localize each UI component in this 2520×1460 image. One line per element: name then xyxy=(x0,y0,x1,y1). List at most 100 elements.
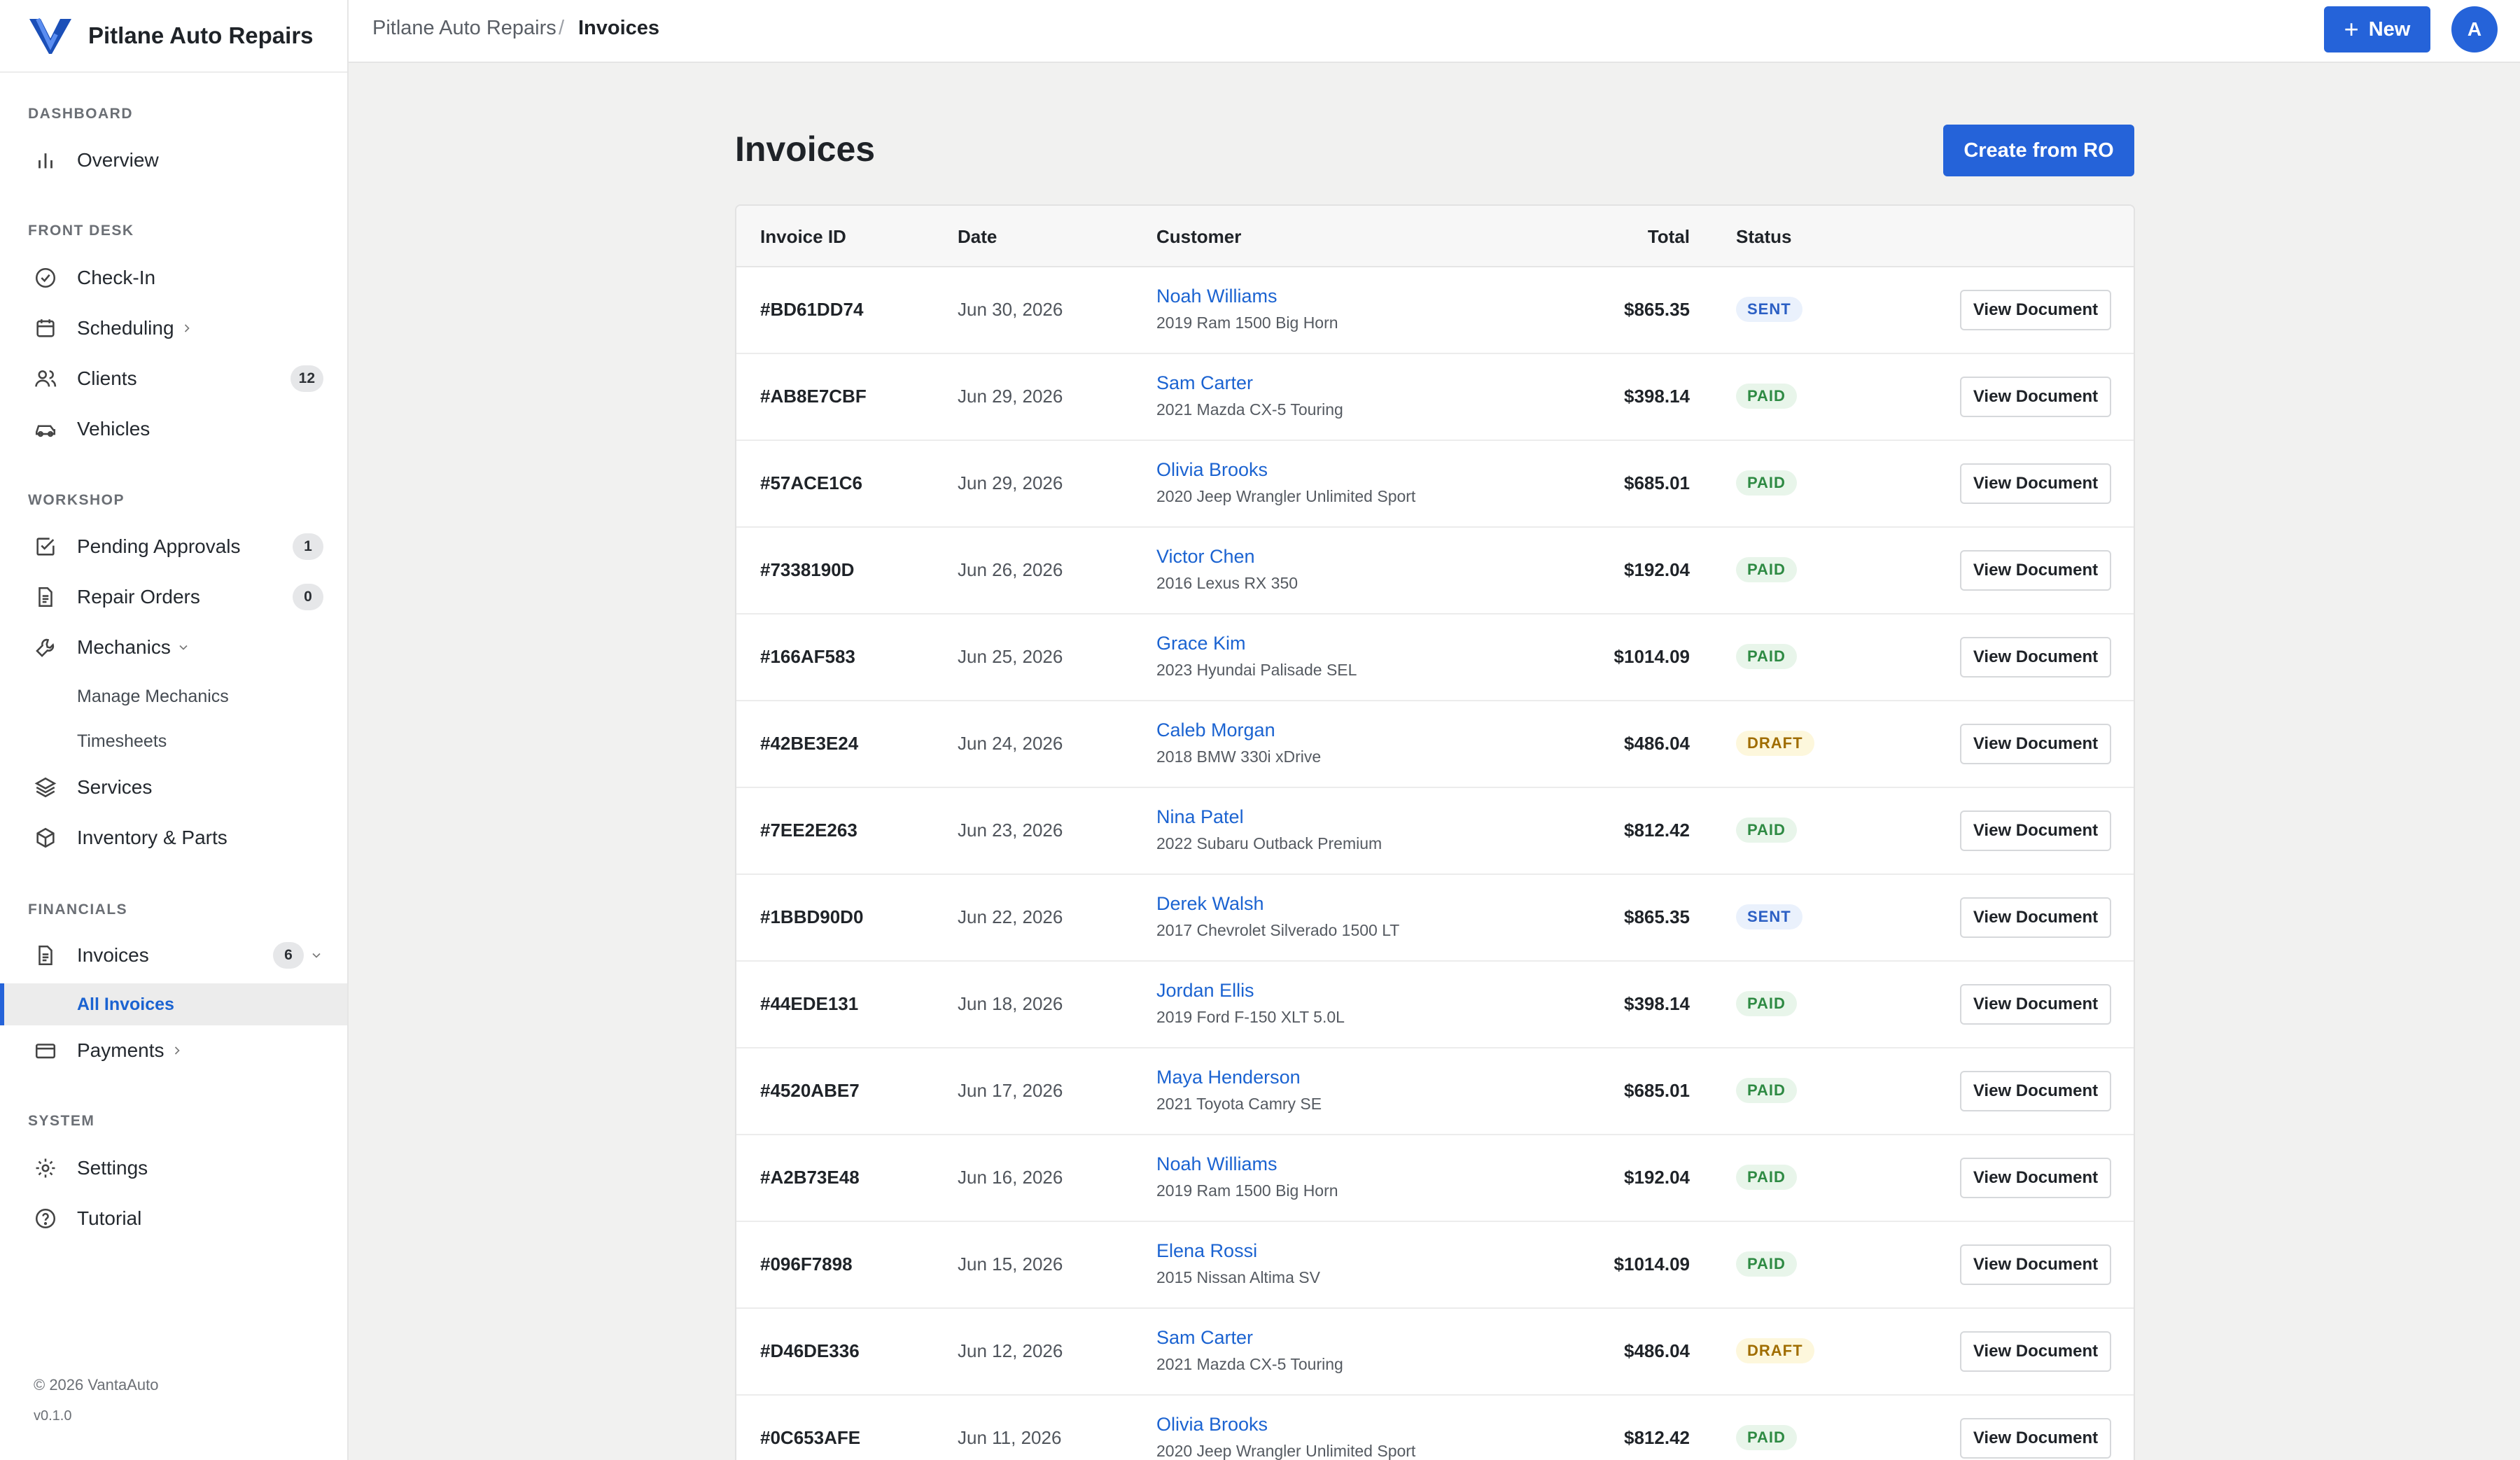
table-row[interactable]: #0C653AFE Jun 11, 2026 Olivia Brooks 2020 J… xyxy=(736,1396,2134,1460)
sidebar-item-check-in[interactable]: Check-In xyxy=(0,255,347,300)
invoice-total: $486.04 xyxy=(1624,1340,1690,1361)
invoice-total: $685.01 xyxy=(1624,472,1690,493)
view-document-button[interactable]: View Document xyxy=(1960,1418,2111,1459)
sidebar-subitem-timesheets[interactable]: Timesheets xyxy=(77,731,167,751)
view-document-button[interactable]: View Document xyxy=(1960,1158,2111,1198)
invoice-id: #BD61DD74 xyxy=(760,299,864,320)
column-header-invoice-id[interactable]: Invoice ID xyxy=(760,226,846,247)
customer-name-link[interactable]: Olivia Brooks xyxy=(1156,459,1268,480)
column-header-customer[interactable]: Customer xyxy=(1156,226,1242,247)
section-front-desk: FRONT DESK xyxy=(28,223,134,239)
view-document-button[interactable]: View Document xyxy=(1960,1244,2111,1285)
brand-name: Pitlane Auto Repairs xyxy=(88,22,314,48)
sidebar-item-payments[interactable]: Payments xyxy=(0,1028,347,1073)
invoice-date: Jun 23, 2026 xyxy=(958,820,1063,841)
checkbox-icon xyxy=(34,535,57,559)
chevron-right-icon xyxy=(174,1046,180,1055)
invoice-id: #D46DE336 xyxy=(760,1340,860,1361)
sidebar-subitem-all-invoices[interactable]: All Invoices xyxy=(0,983,347,1025)
new-button[interactable]: + New xyxy=(2324,6,2430,52)
sidebar-item-invoices[interactable]: Invoices 6 xyxy=(0,933,347,978)
customer-name-link[interactable]: Noah Williams xyxy=(1156,286,1278,307)
customer-name-link[interactable]: Grace Kim xyxy=(1156,633,1246,654)
customer-vehicle: 2019 Ford F-150 XLT 5.0L xyxy=(1156,1008,1345,1026)
invoice-date: Jun 30, 2026 xyxy=(958,299,1063,320)
sidebar-item-scheduling[interactable]: Scheduling xyxy=(0,306,347,351)
invoice-id: #A2B73E48 xyxy=(760,1167,860,1188)
customer-name-link[interactable]: Sam Carter xyxy=(1156,1327,1254,1348)
sidebar-item-overview[interactable]: Overview xyxy=(0,138,347,183)
customer-name-link[interactable]: Olivia Brooks xyxy=(1156,1414,1268,1435)
view-document-button[interactable]: View Document xyxy=(1960,1331,2111,1372)
invoice-total: $812.42 xyxy=(1624,1427,1690,1448)
sidebar-item-tutorial[interactable]: Tutorial xyxy=(0,1196,347,1241)
column-header-status[interactable]: Status xyxy=(1736,226,1792,247)
column-header-date[interactable]: Date xyxy=(958,226,997,247)
invoice-id: #7EE2E263 xyxy=(760,820,858,841)
table-row[interactable]: #096F7898 Jun 15, 2026 Elena Rossi 2015 Nis… xyxy=(736,1222,2134,1309)
brand-logo-icon xyxy=(29,17,71,54)
view-document-button[interactable]: View Document xyxy=(1960,1071,2111,1111)
view-document-button[interactable]: View Document xyxy=(1960,550,2111,591)
customer-name-link[interactable]: Derek Walsh xyxy=(1156,893,1264,914)
table-row[interactable]: #4520ABE7 Jun 17, 2026 Maya Henderson 2021 … xyxy=(736,1048,2134,1135)
sidebar-item-vehicles[interactable]: Vehicles xyxy=(0,407,347,451)
sidebar-item-pending-approvals[interactable]: Pending Approvals 1 xyxy=(0,524,347,569)
view-document-button[interactable]: View Document xyxy=(1960,897,2111,938)
invoice-total: $1014.09 xyxy=(1614,1254,1690,1275)
customer-name-link[interactable]: Maya Henderson xyxy=(1156,1067,1301,1088)
sidebar-item-services[interactable]: Services xyxy=(0,765,347,810)
table-row[interactable]: #D46DE336 Jun 12, 2026 Sam Carter 2021 Mazd… xyxy=(736,1309,2134,1396)
invoice-date: Jun 25, 2026 xyxy=(958,646,1063,667)
table-row[interactable]: #42BE3E24 Jun 24, 2026 Caleb Morgan 2018 BM… xyxy=(736,701,2134,788)
table-row[interactable]: #44EDE131 Jun 18, 2026 Jordan Ellis 2019 Fo… xyxy=(736,962,2134,1048)
view-document-button[interactable]: View Document xyxy=(1960,637,2111,678)
customer-name-link[interactable]: Caleb Morgan xyxy=(1156,720,1275,740)
chevron-down-icon xyxy=(312,953,321,958)
customer-name-link[interactable]: Nina Patel xyxy=(1156,806,1244,827)
view-document-button[interactable]: View Document xyxy=(1960,724,2111,764)
customer-vehicle: 2023 Hyundai Palisade SEL xyxy=(1156,661,1357,679)
status-badge: PAID xyxy=(1736,470,1797,496)
create-from-ro-button[interactable]: Create from RO xyxy=(1943,125,2134,176)
sidebar-item-inventory[interactable]: Inventory & Parts xyxy=(0,815,347,860)
invoice-date: Jun 24, 2026 xyxy=(958,733,1063,754)
table-row[interactable]: #A2B73E48 Jun 16, 2026 Noah Williams 2019 R… xyxy=(736,1135,2134,1222)
customer-name-link[interactable]: Elena Rossi xyxy=(1156,1240,1258,1261)
sidebar-subitem-manage-mechanics[interactable]: Manage Mechanics xyxy=(77,686,229,706)
invoice-id: #7338190D xyxy=(760,559,855,580)
table-row[interactable]: #7338190D Jun 26, 2026 Victor Chen 2016 Lex… xyxy=(736,528,2134,615)
invoice-total: $398.14 xyxy=(1624,993,1690,1014)
view-document-button[interactable]: View Document xyxy=(1960,984,2111,1025)
sidebar-item-mechanics[interactable]: Mechanics xyxy=(0,625,347,670)
invoice-icon xyxy=(34,943,57,967)
table-row[interactable]: #57ACE1C6 Jun 29, 2026 Olivia Brooks 2020 J… xyxy=(736,441,2134,528)
table-row[interactable]: #BD61DD74 Jun 30, 2026 Noah Williams 2019 R… xyxy=(736,267,2134,354)
table-row[interactable]: #1BBD90D0 Jun 22, 2026 Derek Walsh 2017 Che… xyxy=(736,875,2134,962)
view-document-button[interactable]: View Document xyxy=(1960,377,2111,417)
avatar[interactable]: A xyxy=(2451,6,2498,52)
brand[interactable]: Pitlane Auto Repairs xyxy=(0,0,347,73)
customer-name-link[interactable]: Victor Chen xyxy=(1156,546,1255,567)
breadcrumb-root[interactable]: Pitlane Auto Repairs xyxy=(372,17,556,39)
invoice-total: $192.04 xyxy=(1624,559,1690,580)
table-row[interactable]: #7EE2E263 Jun 23, 2026 Nina Patel 2022 Suba… xyxy=(736,788,2134,875)
sidebar-item-repair-orders[interactable]: Repair Orders 0 xyxy=(0,575,347,619)
view-document-button[interactable]: View Document xyxy=(1960,810,2111,851)
invoice-date: Jun 29, 2026 xyxy=(958,386,1063,407)
customer-name-link[interactable]: Sam Carter xyxy=(1156,372,1254,393)
view-document-button[interactable]: View Document xyxy=(1960,463,2111,504)
column-header-total[interactable]: Total xyxy=(1647,226,1690,247)
customer-name-link[interactable]: Noah Williams xyxy=(1156,1153,1278,1174)
table-row[interactable]: #AB8E7CBF Jun 29, 2026 Sam Carter 2021 Mazd… xyxy=(736,354,2134,441)
status-badge: DRAFT xyxy=(1736,731,1814,756)
table-row[interactable]: #166AF583 Jun 25, 2026 Grace Kim 2023 Hyund… xyxy=(736,615,2134,701)
customer-vehicle: 2020 Jeep Wrangler Unlimited Sport xyxy=(1156,487,1416,505)
sidebar-item-clients[interactable]: Clients 12 xyxy=(0,356,347,401)
view-document-button[interactable]: View Document xyxy=(1960,290,2111,330)
customer-vehicle: 2022 Subaru Outback Premium xyxy=(1156,834,1382,852)
invoice-id: #1BBD90D0 xyxy=(760,906,864,927)
customer-vehicle: 2016 Lexus RX 350 xyxy=(1156,574,1298,592)
sidebar-item-settings[interactable]: Settings xyxy=(0,1146,347,1191)
customer-name-link[interactable]: Jordan Ellis xyxy=(1156,980,1254,1001)
